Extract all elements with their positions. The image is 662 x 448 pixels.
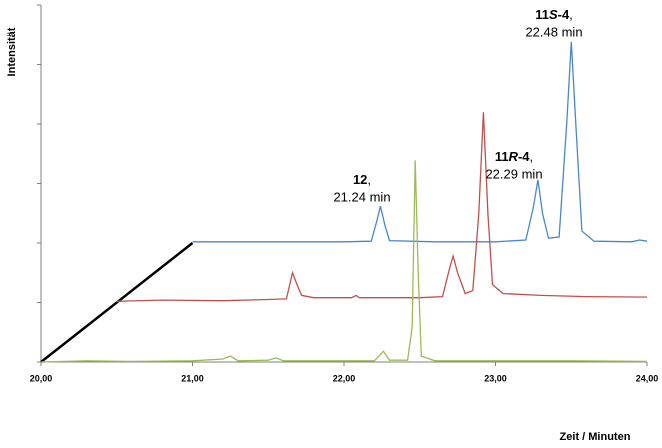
trace [40,160,648,363]
annotation-punct: , [367,172,371,187]
x-tick-label: 23,00 [484,373,507,383]
trace [192,41,648,243]
x-tick-label: 24,00 [636,373,659,383]
offset-line [40,242,194,363]
trace [116,112,648,302]
x-tick-label: 20,00 [30,373,53,383]
annotation-name: 12, [353,172,371,187]
x-tick-label: 21,00 [181,373,204,383]
annotation-part: 11 [495,149,509,164]
annotation-part: 11 [535,7,549,22]
annotation-time: 22.29 min [485,166,542,181]
x-tick-label: 22,00 [333,373,356,383]
annotation-part: S [549,7,558,22]
annotation-part: -4 [518,149,530,164]
annotation-part: 12 [353,172,367,187]
y-axis-label: Intensität [6,27,18,76]
x-axis-label: Zeit / Minuten [560,431,631,443]
annotation-punct: , [569,7,573,22]
annotation-time: 21.24 min [333,189,390,204]
annotation-part: -4 [558,7,570,22]
annotation-name: 11S-4, [535,7,573,22]
annotation-time: 22.48 min [525,24,582,39]
annotation-punct: , [530,149,534,164]
annotation-name: 11R-4, [495,149,533,164]
annotation-part: R [509,149,519,164]
